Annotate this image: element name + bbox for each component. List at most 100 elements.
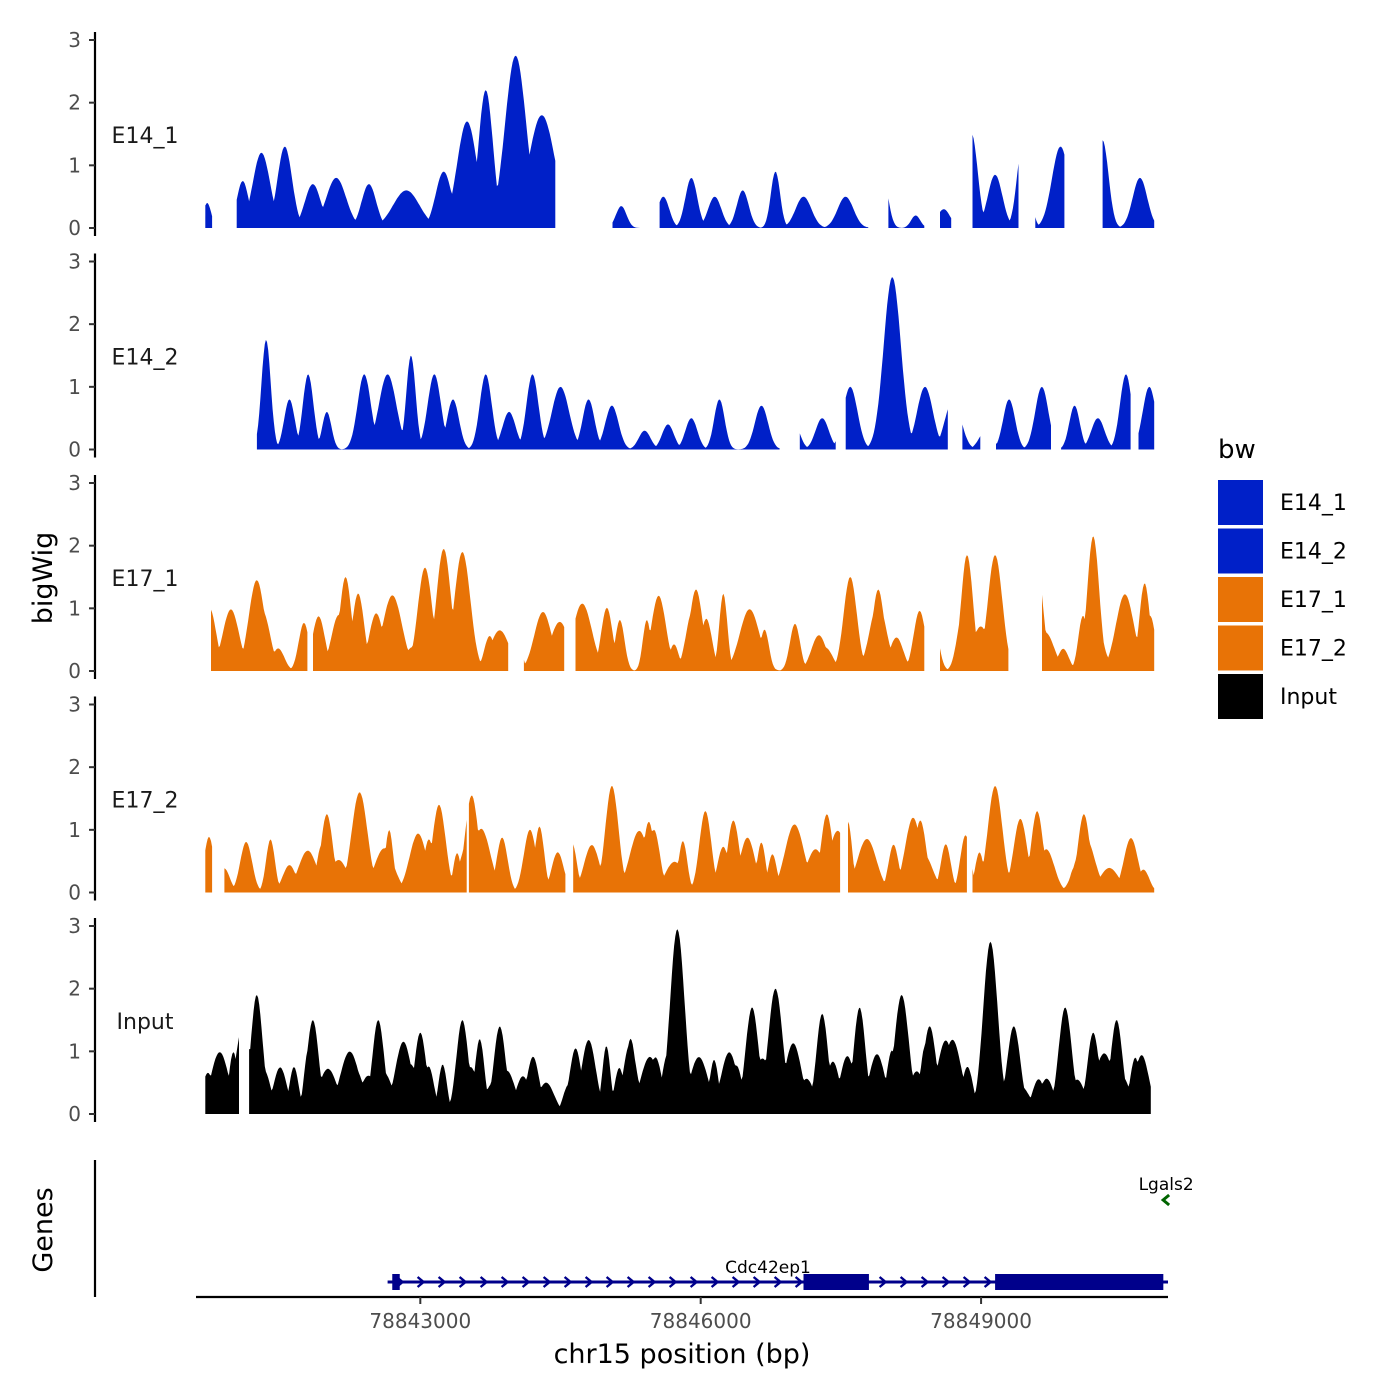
signal-area — [236, 55, 556, 228]
signal-area — [888, 198, 925, 228]
legend: bw E14_1 E14_2 E17_1 E17_2 Input — [1218, 435, 1347, 719]
legend-swatch — [1218, 674, 1263, 719]
signal-area — [1102, 140, 1155, 228]
gene-track: Cdc42ep1 Lgals2 — [93, 1160, 1194, 1297]
y-tick-label: 2 — [68, 91, 81, 115]
track-e17-2: 0 1 2 3 E17_2 — [68, 693, 1155, 905]
strand-chevron — [458, 1276, 468, 1288]
legend-swatch — [1218, 480, 1263, 525]
signal-area — [940, 555, 1009, 671]
strand-chevron — [563, 1276, 573, 1288]
y-tick-label: 1 — [68, 1039, 81, 1063]
signal-area — [573, 786, 841, 893]
genes-track-title: Genes — [28, 1187, 59, 1272]
legend-label: E17_1 — [1280, 588, 1347, 613]
signal-area — [996, 386, 1051, 450]
signal-area — [523, 612, 565, 671]
gene-exon — [803, 1274, 869, 1290]
signal-area — [972, 134, 1019, 228]
y-axis-title: bigWig — [28, 532, 59, 625]
signal-tracks: 0 1 2 3 E14_1 0 1 2 3 E14_2 0 1 2 3 E17_1 0 1 2 3 E17_2 0 1 2 3… — [68, 28, 1155, 1126]
y-tick-label: 0 — [68, 216, 81, 240]
signal-area — [468, 795, 566, 893]
x-tick-label: 78846000 — [650, 1309, 752, 1333]
y-tick-label: 3 — [68, 693, 81, 717]
strand-chevron — [479, 1276, 489, 1288]
signal-area — [1035, 146, 1065, 228]
y-tick-label: 0 — [68, 1102, 81, 1126]
strand-chevron — [689, 1276, 699, 1288]
track-e14-2: 0 1 2 3 E14_2 — [68, 250, 1155, 462]
track-label: Input — [117, 1010, 174, 1035]
strand-chevron — [416, 1276, 426, 1288]
strand-chevron — [794, 1276, 804, 1288]
track-label: E14_2 — [112, 346, 179, 371]
track-label: E17_2 — [112, 789, 179, 814]
signal-area — [845, 277, 948, 450]
y-tick-label: 2 — [68, 312, 81, 336]
signal-area — [224, 792, 467, 893]
signal-area — [1138, 386, 1155, 450]
signal-area — [1042, 536, 1155, 671]
y-tick-label: 1 — [68, 818, 81, 842]
y-tick-label: 3 — [68, 250, 81, 274]
strand-chevron — [521, 1276, 531, 1288]
y-tick-label: 2 — [68, 977, 81, 1001]
y-tick-label: 0 — [68, 881, 81, 905]
gene-label-lgals2: Lgals2 — [1139, 1175, 1194, 1195]
strand-chevron — [899, 1276, 909, 1288]
signal-area — [205, 836, 213, 893]
legend-swatch — [1218, 577, 1263, 622]
strand-chevron — [647, 1276, 657, 1288]
gene-lgals2-mark — [1160, 1193, 1171, 1207]
signal-area — [256, 339, 780, 450]
signal-area — [962, 424, 981, 450]
legend-label: Input — [1280, 685, 1337, 710]
y-tick-label: 3 — [68, 914, 81, 938]
strand-chevron — [500, 1276, 510, 1288]
signal-area — [799, 418, 836, 450]
signal-area — [211, 580, 308, 671]
gene-exon — [995, 1274, 1164, 1290]
strand-chevron — [710, 1276, 720, 1288]
x-tick-label: 78843000 — [369, 1309, 471, 1333]
x-tick-label: 78849000 — [930, 1309, 1032, 1333]
gene-label-cdc42ep1: Cdc42ep1 — [725, 1258, 811, 1278]
x-axis-title: chr15 position (bp) — [554, 1339, 811, 1370]
signal-area — [205, 1037, 239, 1114]
legend-label: E14_2 — [1280, 540, 1347, 565]
strand-chevron — [731, 1276, 741, 1288]
strand-chevron — [878, 1276, 888, 1288]
y-tick-label: 0 — [68, 438, 81, 462]
gene-exon — [392, 1274, 400, 1290]
signal-area — [249, 929, 1151, 1114]
legend-swatch — [1218, 528, 1263, 574]
y-tick-label: 1 — [68, 375, 81, 399]
y-tick-label: 3 — [68, 28, 81, 52]
legend-title: bw — [1218, 435, 1256, 465]
strand-chevron — [605, 1276, 615, 1288]
strand-chevron — [437, 1276, 447, 1288]
legend-label: E14_1 — [1280, 491, 1347, 516]
y-tick-label: 0 — [68, 659, 81, 683]
signal-area — [1061, 374, 1131, 450]
signal-area — [575, 577, 925, 671]
signal-area — [313, 549, 509, 671]
strand-chevron — [584, 1276, 594, 1288]
signal-area — [848, 817, 967, 893]
track-label: E14_1 — [112, 124, 179, 149]
strand-chevron — [962, 1276, 972, 1288]
strand-chevron — [668, 1276, 678, 1288]
strand-chevron — [983, 1276, 993, 1288]
strand-chevron — [941, 1276, 951, 1288]
track-e17-1: 0 1 2 3 E17_1 — [68, 471, 1155, 683]
track-input: 0 1 2 3 Input — [68, 914, 1151, 1126]
track-label: E17_1 — [112, 567, 179, 592]
y-tick-label: 3 — [68, 471, 81, 495]
signal-area — [940, 209, 952, 228]
y-tick-label: 2 — [68, 534, 81, 558]
strand-chevron — [752, 1276, 762, 1288]
legend-swatch — [1218, 625, 1263, 671]
strand-chevron — [626, 1276, 636, 1288]
